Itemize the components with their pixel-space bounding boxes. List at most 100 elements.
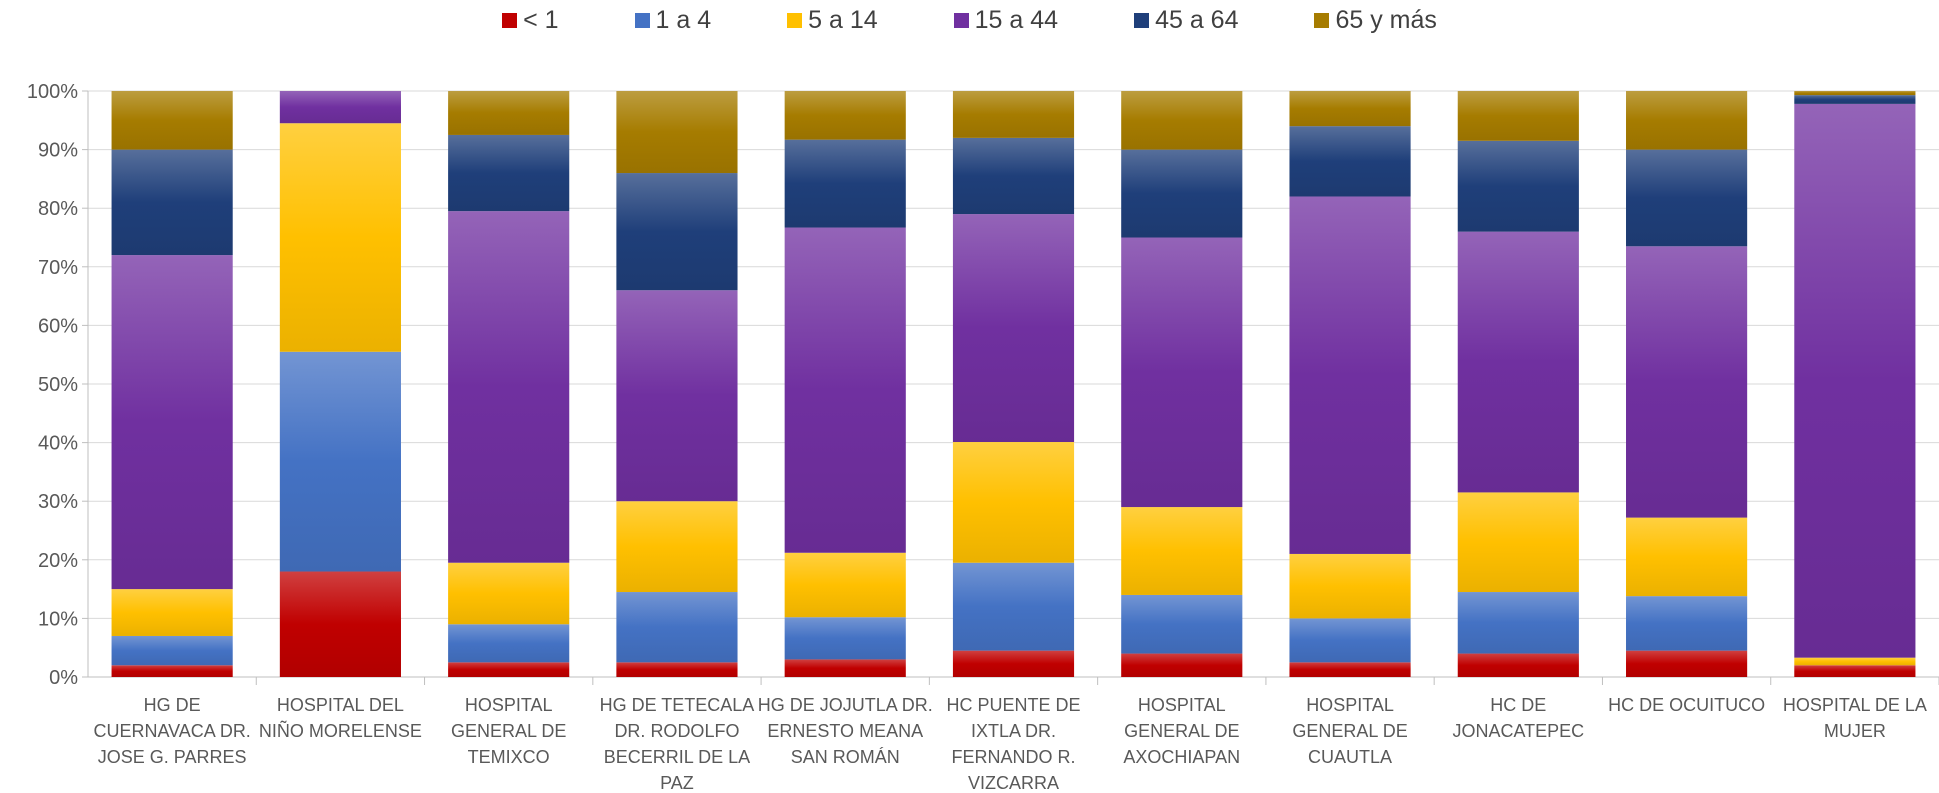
bar-segment — [111, 149, 233, 256]
y-tick-label: 10% — [38, 608, 78, 630]
bar-segment — [1457, 140, 1579, 232]
bar-segment — [1121, 237, 1243, 508]
bar-segment — [448, 662, 570, 677]
bar-segment — [1289, 196, 1411, 554]
x-category-label: HC DE OCUITUCO — [1608, 695, 1765, 715]
legend-item: 5 a 14 — [787, 6, 878, 35]
bar-segment — [1289, 618, 1411, 663]
x-category-label: HOSPITAL GENERAL DE CUAUTLA — [1292, 695, 1407, 767]
bar-segment — [1121, 91, 1243, 150]
legend-label: 15 a 44 — [974, 5, 1059, 34]
bar-segment — [1121, 653, 1243, 677]
legend-item: 15 a 44 — [953, 5, 1059, 35]
bar-segment — [1457, 492, 1579, 593]
chart-legend: < 1 1 a 4 5 a 14 15 a 44 45 a 64 65 y más — [0, 0, 1939, 40]
bar-segment — [279, 91, 401, 124]
bar-segment — [1626, 650, 1748, 677]
legend-label: 65 y más — [1335, 5, 1437, 34]
bar-segment — [1121, 507, 1243, 595]
legend-label: 1 a 4 — [655, 5, 712, 34]
bar-segment — [1794, 665, 1916, 677]
bar-segment — [1794, 103, 1916, 658]
bar-segment — [784, 91, 906, 140]
bar-segment — [952, 137, 1075, 215]
x-category-label: HG DE TETECALA DR. RODOLFO BECERRIL DE LA P… — [600, 695, 755, 793]
bar-segment — [1289, 662, 1411, 677]
legend-item: 45 a 64 — [1134, 6, 1238, 35]
y-tick-label: 90% — [38, 140, 78, 162]
x-category-label: HG DE JOJUTLA DR. ERNESTO MEANA SAN ROMÁN — [758, 695, 933, 767]
x-category-label: HOSPITAL GENERAL DE TEMIXCO — [451, 695, 566, 767]
bar-segment — [448, 211, 570, 563]
bar-segment — [616, 501, 738, 593]
legend-item: 1 a 4 — [634, 5, 712, 35]
x-category-label: HOSPITAL DEL NIÑO MORELENSE — [259, 695, 422, 741]
bar-segment — [448, 624, 570, 663]
y-tick-label: 0% — [49, 667, 78, 689]
legend-item: 65 y más — [1314, 5, 1437, 35]
y-tick-label: 70% — [38, 257, 78, 279]
bar-segment — [1457, 592, 1579, 654]
bar-segment — [1626, 149, 1748, 247]
y-tick-label: 80% — [38, 198, 78, 220]
legend-swatch — [1134, 12, 1150, 28]
bar-segment — [111, 91, 233, 150]
bar-segment — [279, 123, 401, 352]
bar-segment — [616, 290, 738, 502]
x-category-label: HC PUENTE DE IXTLA DR. FERNANDO R. VIZCARRA — [946, 695, 1080, 793]
bar-segment — [279, 571, 401, 677]
bar-segment — [111, 665, 233, 677]
bar-segment — [784, 659, 906, 677]
bar-segment — [1457, 91, 1579, 141]
axes: 0% 10% 20% 30% 40% 50% 60% 70% 80% 90% 100% HG DE CU… — [27, 81, 1939, 793]
bar-segment — [1289, 91, 1411, 127]
bars — [111, 91, 1916, 677]
bar-segment — [616, 662, 738, 677]
bar-segment — [1121, 594, 1243, 654]
bar-segment — [111, 589, 233, 636]
bar-segment — [279, 351, 401, 572]
bar-segment — [952, 650, 1075, 677]
bar-segment — [1626, 91, 1748, 150]
legend-label: 5 a 14 — [808, 5, 878, 34]
x-category-label: HOSPITAL GENERAL DE AXOCHIAPAN — [1123, 695, 1240, 767]
bar-segment — [111, 255, 233, 590]
legend-swatch — [787, 12, 803, 28]
legend-swatch — [953, 12, 969, 28]
y-tick-label: 30% — [38, 491, 78, 513]
y-tick-label: 20% — [38, 550, 78, 572]
legend-label: 45 a 64 — [1155, 5, 1239, 34]
bar-segment — [952, 562, 1075, 651]
x-category-label: HG DE CUERNAVACA DR. JOSE G. PARRES — [93, 695, 250, 767]
bar-segment — [448, 562, 570, 625]
y-tick-label: 50% — [38, 374, 78, 396]
bar-segment — [1626, 517, 1748, 597]
bar-segment — [1121, 149, 1243, 238]
y-tick-label: 40% — [38, 433, 78, 455]
y-tick-label: 100% — [27, 81, 78, 103]
bar-segment — [1457, 231, 1579, 493]
bar-segment — [616, 173, 738, 291]
x-category-label: HC DE JONACATEPEC — [1452, 695, 1584, 741]
bar-segment — [448, 134, 570, 212]
bar-segment — [784, 227, 906, 553]
bar-segment — [616, 91, 738, 174]
bar-segment — [616, 592, 738, 663]
bar-segment — [1626, 246, 1748, 518]
legend-swatch — [502, 12, 518, 28]
bar-segment — [1794, 95, 1916, 104]
bar-segment — [111, 635, 233, 666]
bar-segment — [952, 214, 1075, 443]
bar-segment — [952, 91, 1075, 138]
legend-swatch — [1314, 12, 1330, 28]
bar-segment — [784, 617, 906, 660]
bar-segment — [1794, 657, 1916, 666]
bar-segment — [448, 91, 570, 135]
bar-segment — [784, 139, 906, 228]
x-category-label: HOSPITAL DE LA MUJER — [1783, 695, 1927, 741]
bar-segment — [1794, 91, 1916, 96]
bar-segment — [1626, 596, 1748, 651]
legend-label: < 1 — [523, 5, 559, 34]
bar-segment — [784, 552, 906, 618]
